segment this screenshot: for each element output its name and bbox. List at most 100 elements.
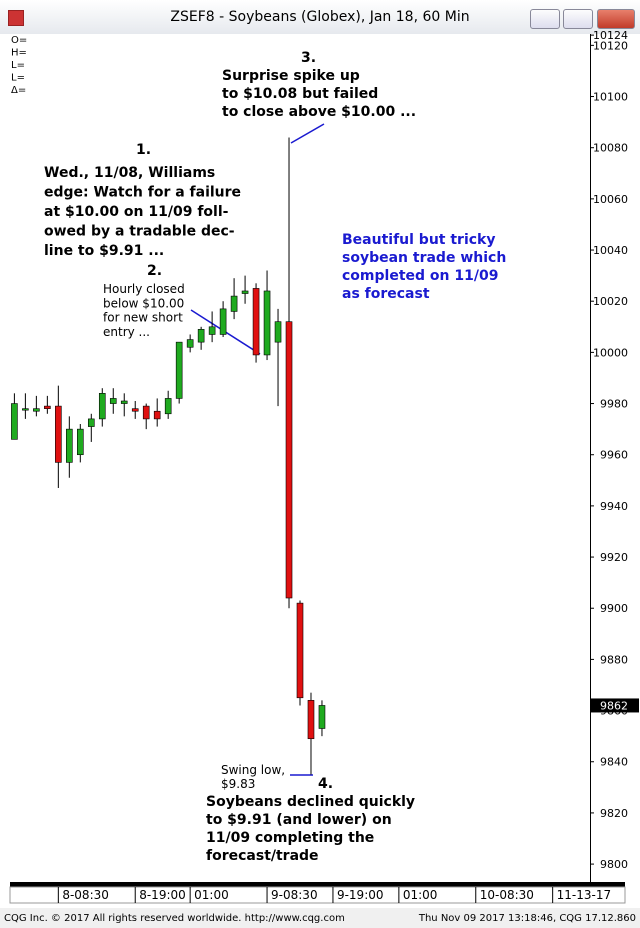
annotation-number: 1. xyxy=(136,142,151,158)
app-icon xyxy=(8,10,24,26)
chart-background xyxy=(0,34,640,906)
annotation-text: Soybeans declined quickly xyxy=(206,794,415,810)
last-price-label: 9862 xyxy=(600,699,628,712)
y-tick-label: 10100 xyxy=(593,91,628,104)
y-tick-label: 10040 xyxy=(593,244,628,257)
minimize-button[interactable] xyxy=(530,9,560,29)
candle-body xyxy=(87,418,95,427)
candle-body xyxy=(11,403,18,440)
candle-body xyxy=(318,705,326,729)
y-tick-label: 9940 xyxy=(600,500,628,513)
annotation-text: to $9.91 (and lower) on xyxy=(206,812,392,828)
candle-body xyxy=(142,405,150,420)
y-tick-label: 9840 xyxy=(600,756,628,769)
candle-body xyxy=(186,339,194,348)
y-tick-label: 9820 xyxy=(600,807,628,820)
chart: O=H=L=L=Δ=980098209840986098809900992099… xyxy=(0,29,640,906)
annotation-text: Surprise spike up xyxy=(222,68,360,84)
x-tick-label: 9-19:00 xyxy=(337,888,384,902)
y-tick-label: 9960 xyxy=(600,449,628,462)
candle-body xyxy=(307,700,315,740)
annotation-text: edge: Watch for a failure xyxy=(44,185,241,201)
footer: CQG Inc. © 2017 All rights reserved worl… xyxy=(0,908,640,928)
y-tick-label: 10000 xyxy=(593,346,628,359)
x-tick-label: 8-08:30 xyxy=(62,888,109,902)
summary-note: completed on 11/09 xyxy=(342,268,498,284)
annotation-text: line to $9.91 ... xyxy=(44,243,164,259)
candle-body xyxy=(33,408,40,412)
annotation-text: Wed., 11/08, Williams xyxy=(44,165,215,181)
y-tick-label: 9900 xyxy=(600,602,628,615)
annotation-text: forecast/trade xyxy=(206,848,319,864)
x-tick-label: 8-19:00 xyxy=(139,888,186,902)
annotation-text: for new short xyxy=(103,311,183,325)
annotation-text: entry ... xyxy=(103,325,150,339)
time-axis-band xyxy=(10,882,625,887)
x-tick-label: 10-08:30 xyxy=(480,888,534,902)
annotation-number: 2. xyxy=(147,263,162,279)
y-tick-label: 10080 xyxy=(593,142,628,155)
candle-body xyxy=(120,400,128,404)
title-bar: ZSEF8 - Soybeans (Globex), Jan 18, 60 Mi… xyxy=(0,0,640,35)
y-tick-label: 10060 xyxy=(593,193,628,206)
x-tick-label: 11-13-17 xyxy=(557,888,611,902)
candle-body xyxy=(296,602,304,699)
x-tick-label: 01:00 xyxy=(403,888,438,902)
candle-body xyxy=(285,321,293,599)
swing-note: $9.83 xyxy=(221,777,255,791)
candle-body xyxy=(274,321,282,343)
candle-body xyxy=(197,329,205,343)
annotation-text: Hourly closed xyxy=(103,282,185,296)
candle-body xyxy=(252,288,260,356)
candle-body xyxy=(98,393,106,420)
readout: O= xyxy=(11,35,27,46)
summary-note: soybean trade which xyxy=(342,250,506,266)
y-tick-label: 9980 xyxy=(600,398,628,411)
readout: H= xyxy=(11,48,27,59)
annotation-number: 4. xyxy=(318,776,333,792)
window-title: ZSEF8 - Soybeans (Globex), Jan 18, 60 Mi… xyxy=(170,9,470,25)
last-price-box xyxy=(591,698,639,713)
candle-body xyxy=(219,308,227,335)
annotation-text: 11/09 completing the xyxy=(206,830,374,846)
annotation-text: below $10.00 xyxy=(103,296,184,310)
x-tick-label: 01:00 xyxy=(194,888,229,902)
timestamp: Thu Nov 09 2017 13:18:46, CQG 17.12.860 xyxy=(418,913,636,924)
y-tick-label: 10124 xyxy=(593,29,628,42)
readout: L= xyxy=(11,60,25,71)
readout: Δ= xyxy=(11,85,26,96)
annotation-text: to $10.08 but failed xyxy=(222,86,378,102)
close-button[interactable] xyxy=(597,9,635,29)
annotation-line xyxy=(290,123,325,144)
swing-note: Swing low, xyxy=(221,763,285,777)
candle-body xyxy=(153,410,161,420)
candle-body xyxy=(22,408,29,411)
candle-body xyxy=(66,428,73,463)
candle-body xyxy=(241,290,249,294)
candle-body xyxy=(175,341,183,399)
y-tick-label: 10020 xyxy=(593,295,628,308)
candle-body xyxy=(263,290,271,356)
candle-body xyxy=(77,428,84,456)
y-tick-label: 9920 xyxy=(600,551,628,564)
annotation-number: 3. xyxy=(301,50,316,66)
y-tick-label: 10120 xyxy=(593,39,628,52)
time-axis xyxy=(9,886,626,904)
annotation-text: to close above $10.00 ... xyxy=(222,104,416,120)
candle-body xyxy=(55,405,62,463)
candle-body xyxy=(44,405,51,409)
y-tick-label: 9800 xyxy=(600,858,628,871)
maximize-button[interactable] xyxy=(563,9,593,29)
annotation-text: owed by a tradable dec- xyxy=(44,224,235,240)
x-tick-label: 9-08:30 xyxy=(271,888,318,902)
candle-body xyxy=(208,326,216,335)
annotation-text: at $10.00 on 11/09 foll- xyxy=(44,204,229,220)
copyright: CQG Inc. © 2017 All rights reserved worl… xyxy=(4,913,345,924)
candle-body xyxy=(109,398,117,404)
y-tick-label: 9880 xyxy=(600,653,628,666)
readout: L= xyxy=(11,73,25,84)
candle-body xyxy=(131,408,139,412)
summary-note: Beautiful but tricky xyxy=(342,232,496,248)
candle-body xyxy=(230,295,238,312)
